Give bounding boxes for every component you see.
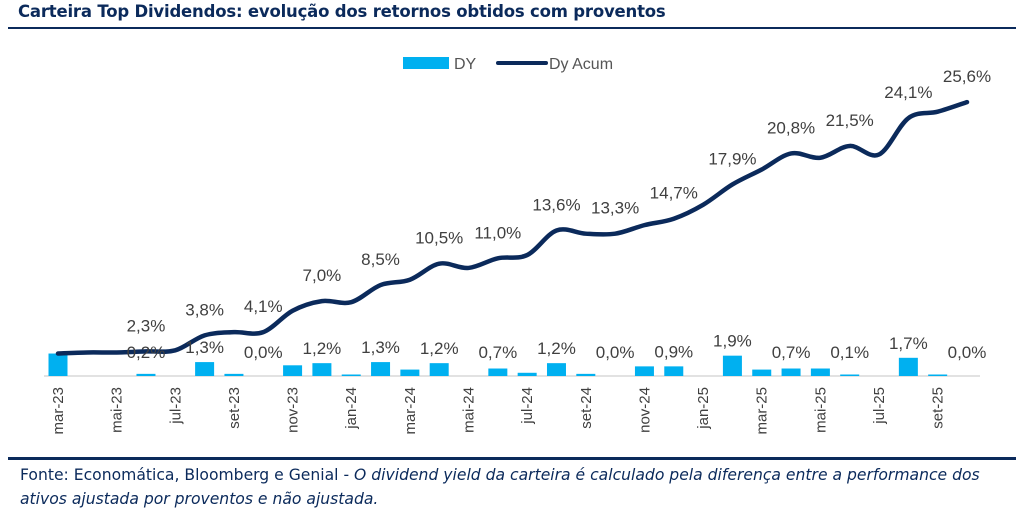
bar-jun-23 xyxy=(136,373,156,376)
line-label-out-23: 4,1% xyxy=(244,297,283,316)
footer-note: Fonte: Economática, Bloomberg e Genial -… xyxy=(20,463,1010,511)
line-label-fev-25: 17,9% xyxy=(708,149,756,168)
bar-label-out-25: 0,0% xyxy=(948,343,987,362)
bar-label-ago-24: 1,2% xyxy=(537,339,576,358)
bar-label-fev-25: 1,9% xyxy=(713,332,752,351)
bar-series-dy xyxy=(48,353,948,376)
line-label-jun-24: 11,0% xyxy=(474,223,521,242)
x-tick-jul-23: jul-23 xyxy=(167,387,184,425)
bar-mar-24 xyxy=(400,369,420,376)
bar-label-jun-24: 0,7% xyxy=(478,343,517,362)
line-label-out-25: 25,6% xyxy=(943,67,991,86)
line-labels: 2,3% 3,8% 4,1% 7,0% 8,5% 10,5% 11,0% 13,6% 13,3%… xyxy=(127,67,992,335)
bar-jun-25 xyxy=(840,374,860,376)
bar-label-dez-24: 0,9% xyxy=(654,342,693,361)
x-axis-ticks: mar-23 mai-23 jul-23 set-23 nov-23 jan-24 mar-… xyxy=(50,387,947,435)
bar-ago-23 xyxy=(195,362,215,376)
chart-title: Carteira Top Dividendos: evolução dos re… xyxy=(18,2,666,21)
bar-mai-25 xyxy=(810,368,830,376)
bar-set-25 xyxy=(928,374,948,376)
bar-label-out-24: 0,0% xyxy=(596,343,635,362)
line-label-ago-23: 3,8% xyxy=(185,300,224,319)
x-tick-mar-24: mar-24 xyxy=(402,387,419,435)
bar-set-24 xyxy=(576,373,596,376)
title-divider xyxy=(8,27,1016,29)
chart-canvas: DY Dy Acum 0,2% 1,3% 0,0% 1,2% 1,3% 1,2% 0,7% 1… xyxy=(44,56,992,435)
bar-label-abr-25: 0,7% xyxy=(772,343,811,362)
x-tick-jul-24: jul-24 xyxy=(519,387,536,425)
line-label-ago-24: 13,6% xyxy=(532,195,580,214)
line-label-out-24: 13,3% xyxy=(591,199,639,218)
footer-divider xyxy=(8,457,1016,460)
bar-label-ago-25: 1,7% xyxy=(889,334,928,353)
bar-mar-23 xyxy=(48,353,68,376)
bar-fev-24 xyxy=(371,362,391,376)
bar-abr-24 xyxy=(429,363,449,376)
bar-jul-24 xyxy=(517,372,537,376)
x-tick-mai-25: mai-25 xyxy=(812,387,829,433)
bar-ago-25 xyxy=(898,357,918,376)
legend: DY Dy Acum xyxy=(403,56,613,73)
bar-nov-23 xyxy=(283,365,303,376)
footer-source: Fonte: Economática, Bloomberg e Genial - xyxy=(20,466,355,484)
line-label-jun-23: 2,3% xyxy=(127,316,166,335)
x-tick-mai-23: mai-23 xyxy=(109,387,126,433)
line-series-dy-acum xyxy=(55,99,970,356)
bar-labels: 0,2% 1,3% 0,0% 1,2% 1,3% 1,2% 0,7% 1,2% 0,0% 0,9%… xyxy=(127,332,987,362)
x-tick-set-23: set-23 xyxy=(226,387,243,429)
bar-jan-24 xyxy=(341,374,361,376)
x-tick-mar-25: mar-25 xyxy=(754,387,771,435)
line-label-dez-23: 7,0% xyxy=(303,266,342,285)
bar-set-23 xyxy=(224,373,244,376)
footer-methodology: O dividend yield da carteira é calculado… xyxy=(20,466,980,508)
line-label-ago-25: 24,1% xyxy=(884,83,932,102)
bar-fev-25 xyxy=(722,355,742,376)
bar-label-jun-25: 0,1% xyxy=(830,343,869,362)
bar-abr-25 xyxy=(781,368,801,376)
legend-label-dy: DY xyxy=(454,56,477,73)
x-tick-nov-24: nov-24 xyxy=(636,387,653,433)
line-label-abr-24: 10,5% xyxy=(415,229,463,248)
legend-swatch-dy xyxy=(403,57,449,69)
bar-dez-23 xyxy=(312,363,332,376)
bar-nov-24 xyxy=(634,366,654,376)
line-label-fev-24: 8,5% xyxy=(361,250,400,269)
x-tick-mai-24: mai-24 xyxy=(461,387,478,433)
bar-mar-25 xyxy=(752,369,772,376)
bar-label-jun-23: 0,2% xyxy=(127,343,166,362)
legend-label-dy-acum: Dy Acum xyxy=(549,56,613,73)
x-tick-nov-23: nov-23 xyxy=(285,387,302,433)
bar-label-dez-23: 1,2% xyxy=(303,339,342,358)
x-tick-mar-23: mar-23 xyxy=(50,387,67,435)
bar-jun-24 xyxy=(488,368,508,376)
x-tick-set-25: set-25 xyxy=(930,387,947,429)
bar-label-fev-24: 1,3% xyxy=(361,338,400,357)
x-tick-jan-24: jan-24 xyxy=(343,387,360,430)
x-tick-jul-25: jul-25 xyxy=(871,387,888,425)
bar-dez-24 xyxy=(664,366,684,376)
line-label-jun-25: 21,5% xyxy=(826,111,874,130)
bar-label-ago-23: 1,3% xyxy=(185,338,224,357)
bar-ago-24 xyxy=(546,363,566,376)
line-label-abr-25: 20,8% xyxy=(767,118,815,137)
x-tick-set-24: set-24 xyxy=(578,387,595,429)
x-tick-jan-25: jan-25 xyxy=(695,387,712,430)
bar-label-out-23: 0,0% xyxy=(244,343,283,362)
line-label-dez-24: 14,7% xyxy=(650,184,698,203)
bar-label-abr-24: 1,2% xyxy=(420,339,459,358)
